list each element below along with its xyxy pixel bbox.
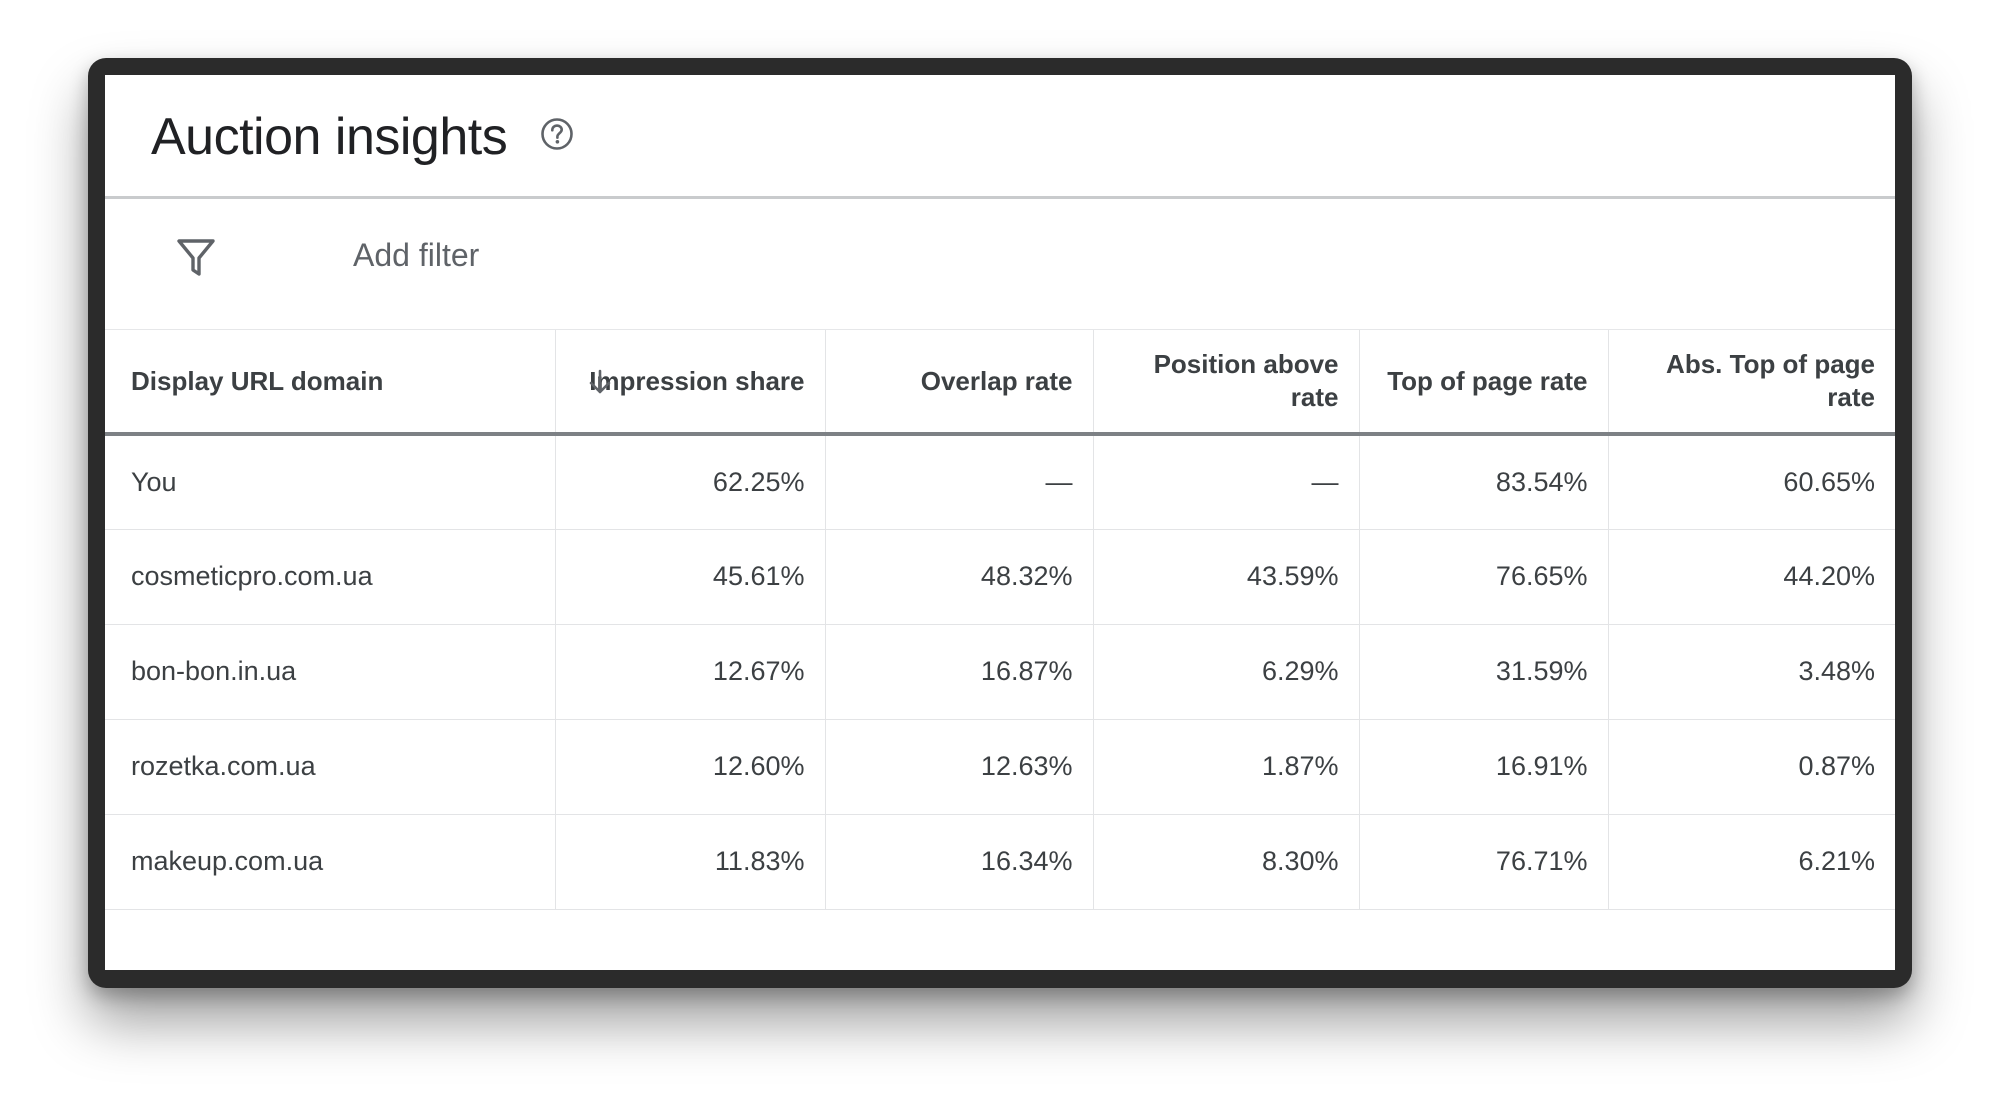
cell-abs-top-of-page-rate: 3.48%	[1608, 624, 1895, 720]
cell-overlap-rate: 16.87%	[825, 624, 1094, 720]
cell-impression-share: 11.83%	[555, 814, 826, 910]
arrow-down-icon	[589, 369, 610, 394]
column-header-top-of-page-rate[interactable]: Top of page rate	[1359, 330, 1609, 436]
cell-overlap-rate: 12.63%	[825, 719, 1094, 815]
cell-impression-share: 12.60%	[555, 719, 826, 815]
help-circle-icon[interactable]	[540, 117, 574, 151]
table-row: You 62.25% — — 83.54% 60.65%	[105, 434, 1895, 530]
cell-abs-top-of-page-rate: 0.87%	[1608, 719, 1895, 815]
auction-insights-table: Display URL domain Impression share Over…	[105, 330, 1895, 910]
device-frame: Auction insights Add filter Display URL …	[88, 58, 1912, 988]
cell-domain: bon-bon.in.ua	[105, 624, 556, 720]
cell-domain: rozetka.com.ua	[105, 719, 556, 815]
table-row: cosmeticpro.com.ua 45.61% 48.32% 43.59% …	[105, 529, 1895, 625]
panel-header: Auction insights	[105, 75, 1895, 199]
cell-top-of-page-rate: 83.54%	[1359, 434, 1609, 530]
cell-overlap-rate: —	[825, 434, 1094, 530]
cell-impression-share: 62.25%	[555, 434, 826, 530]
cell-position-above-rate: 43.59%	[1093, 529, 1360, 625]
cell-top-of-page-rate: 16.91%	[1359, 719, 1609, 815]
column-header-label: Impression share	[589, 365, 805, 396]
cell-abs-top-of-page-rate: 6.21%	[1608, 814, 1895, 910]
cell-domain: You	[105, 434, 556, 530]
cell-position-above-rate: 8.30%	[1093, 814, 1360, 910]
cell-top-of-page-rate: 76.71%	[1359, 814, 1609, 910]
auction-insights-panel: Auction insights Add filter Display URL …	[105, 75, 1895, 970]
table-row: rozetka.com.ua 12.60% 12.63% 1.87% 16.91…	[105, 719, 1895, 815]
cell-impression-share: 12.67%	[555, 624, 826, 720]
table-row: bon-bon.in.ua 12.67% 16.87% 6.29% 31.59%…	[105, 624, 1895, 720]
cell-top-of-page-rate: 31.59%	[1359, 624, 1609, 720]
cell-overlap-rate: 48.32%	[825, 529, 1094, 625]
cell-impression-share: 45.61%	[555, 529, 826, 625]
cell-position-above-rate: —	[1093, 434, 1360, 530]
cell-overlap-rate: 16.34%	[825, 814, 1094, 910]
cell-position-above-rate: 1.87%	[1093, 719, 1360, 815]
page-title: Auction insights	[151, 108, 508, 166]
column-header-overlap-rate[interactable]: Overlap rate	[825, 330, 1094, 436]
table-row: makeup.com.ua 11.83% 16.34% 8.30% 76.71%…	[105, 814, 1895, 910]
cell-abs-top-of-page-rate: 60.65%	[1608, 434, 1895, 530]
column-header-display-url-domain[interactable]: Display URL domain	[105, 330, 556, 436]
table-header-row: Display URL domain Impression share Over…	[105, 330, 1895, 436]
filter-funnel-icon[interactable]	[175, 236, 217, 278]
cell-abs-top-of-page-rate: 44.20%	[1608, 529, 1895, 625]
column-header-position-above-rate[interactable]: Position above rate	[1093, 330, 1360, 436]
column-header-impression-share[interactable]: Impression share	[555, 330, 826, 436]
column-header-abs-top-of-page-rate[interactable]: Abs. Top of page rate	[1608, 330, 1895, 436]
cell-domain: cosmeticpro.com.ua	[105, 529, 556, 625]
filter-bar: Add filter	[105, 199, 1895, 330]
cell-top-of-page-rate: 76.65%	[1359, 529, 1609, 625]
cell-domain: makeup.com.ua	[105, 814, 556, 910]
add-filter-button[interactable]: Add filter	[353, 237, 480, 273]
cell-position-above-rate: 6.29%	[1093, 624, 1360, 720]
